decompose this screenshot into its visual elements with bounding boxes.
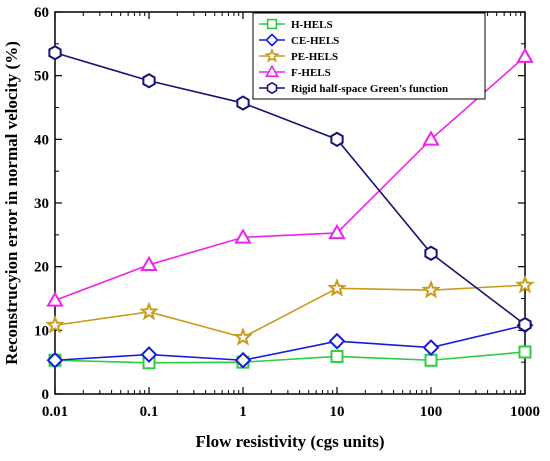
series-line: [54, 324, 526, 362]
data-point: [45, 314, 65, 334]
x-tick-label: 100: [420, 404, 443, 420]
y-tick-label: 0: [42, 387, 50, 403]
data-point: [424, 245, 438, 261]
data-point: [139, 301, 159, 321]
data-point: [234, 351, 252, 369]
y-tick-label: 40: [34, 132, 49, 148]
data-point: [234, 228, 252, 244]
series-rigid-half-space-green-s-function: [48, 45, 532, 333]
legend-marker: [266, 81, 278, 95]
legend-label: PE-HELS: [291, 51, 338, 63]
data-point: [46, 291, 64, 307]
y-tick-label: 60: [34, 5, 49, 21]
x-tick-label: 0.01: [42, 404, 68, 420]
x-tick-label: 0.1: [140, 404, 159, 420]
legend-label: Rigid half-space Green's function: [291, 83, 448, 95]
data-point: [421, 279, 441, 299]
legend-box: [252, 12, 486, 100]
legend-marker: [265, 64, 279, 77]
data-point: [140, 255, 158, 272]
data-point: [236, 95, 250, 111]
data-point: [330, 131, 344, 147]
legend-label: F-HELS: [291, 67, 331, 79]
y-axis-title: Reconstrucyion error in normal velocity …: [2, 41, 21, 365]
y-tick-label: 20: [34, 260, 49, 276]
legend-label: H-HELS: [291, 19, 333, 31]
legend-marker: [265, 33, 279, 47]
series-pe-hels: [45, 274, 535, 346]
y-tick-label: 30: [34, 196, 49, 212]
data-point: [48, 45, 62, 61]
data-point: [327, 278, 347, 297]
data-point: [518, 345, 532, 359]
legend-label: CE-HELS: [291, 35, 339, 47]
data-point: [140, 346, 158, 363]
y-tick-label: 10: [34, 323, 49, 339]
legend: H-HELS CE-HELS PE-HELS F-HELS Rigid half-spa…: [252, 12, 486, 100]
data-point: [328, 223, 346, 240]
data-point: [142, 73, 156, 89]
data-point: [422, 130, 440, 146]
data-point: [516, 47, 534, 63]
x-tick-label: 1: [239, 404, 247, 420]
legend-marker: [266, 18, 278, 30]
series-line: [54, 51, 526, 326]
y-tick-label: 50: [34, 69, 49, 85]
series-line: [54, 284, 526, 339]
data-point: [515, 274, 535, 294]
data-point: [518, 316, 532, 333]
data-point: [328, 332, 346, 350]
data-point: [422, 339, 440, 356]
axis-ticks: 0.01 0.1 1 10 100 1000 0 10 20 30 40 50 60: [34, 5, 540, 420]
x-tick-label: 1000: [510, 404, 540, 420]
series-h-hels: [48, 345, 532, 370]
series-line: [54, 55, 526, 302]
series-line: [54, 351, 526, 364]
x-axis-title: Flow resistivity (cgs units): [195, 432, 384, 451]
legend-marker: [264, 47, 280, 63]
x-tick-label: 10: [330, 404, 345, 420]
data-point: [46, 351, 64, 369]
data-point: [330, 349, 344, 363]
series-f-hels: [46, 47, 534, 307]
data-point: [424, 353, 438, 367]
data-point: [233, 327, 253, 346]
series-layer: [45, 45, 535, 370]
